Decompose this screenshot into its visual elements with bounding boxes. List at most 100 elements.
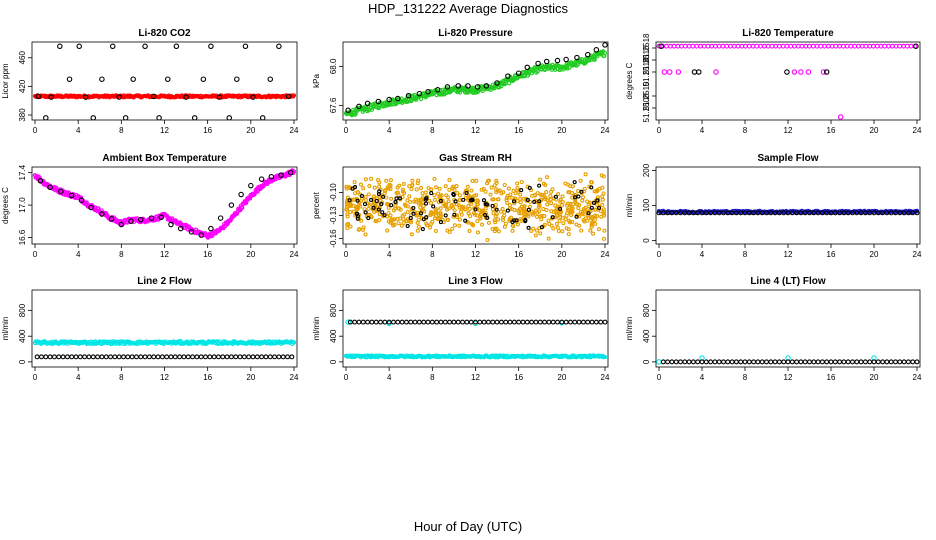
data-point — [177, 354, 183, 360]
data-point — [485, 215, 490, 220]
data-point — [82, 354, 88, 360]
data-point — [359, 193, 364, 199]
data-point — [516, 319, 522, 325]
data-point — [369, 319, 375, 325]
data-point — [472, 320, 479, 327]
data-point — [438, 206, 443, 211]
data-point — [537, 199, 542, 204]
data-point — [276, 354, 282, 360]
data-point — [432, 197, 437, 202]
data-point — [554, 57, 561, 64]
data-point — [396, 206, 402, 211]
y-tick-label: 0 — [642, 238, 651, 243]
data-point — [363, 197, 369, 203]
data-point — [383, 189, 388, 194]
data-point — [148, 215, 155, 221]
data-point — [580, 319, 586, 325]
data-point — [500, 217, 505, 223]
data-point — [432, 176, 437, 181]
data-point — [129, 354, 135, 360]
data-point — [507, 319, 513, 325]
chart-panel-8: Line 4 (LT) Flow ml/min 0 4 8 12 16 20 24 0 400 800 — [625, 276, 922, 382]
data-point — [556, 192, 561, 197]
data-point — [505, 200, 510, 205]
x-tick-label: 4 — [387, 126, 392, 135]
data-point — [99, 354, 105, 360]
data-point — [511, 319, 517, 325]
data-point — [554, 221, 559, 226]
data-point — [483, 202, 488, 207]
data-point — [589, 180, 594, 185]
plot-frame — [655, 41, 921, 121]
data-point — [807, 359, 812, 365]
data-point — [791, 69, 798, 75]
data-point — [897, 359, 903, 365]
data-point — [400, 213, 405, 219]
data-point — [534, 228, 540, 233]
data-point — [531, 226, 536, 231]
x-tick-label: 0 — [33, 126, 38, 135]
data-point — [345, 319, 351, 325]
data-point — [549, 189, 554, 194]
x-tick-label: 16 — [203, 250, 212, 259]
data-point — [832, 359, 838, 365]
y-tick-label: 68.0 — [329, 58, 338, 74]
data-point — [547, 221, 552, 227]
data-point — [411, 211, 416, 216]
data-point — [499, 191, 504, 196]
data-point — [396, 221, 401, 226]
data-point — [47, 184, 53, 191]
data-point — [560, 194, 565, 199]
data-point — [351, 197, 356, 202]
data-point — [824, 359, 830, 365]
data-point — [432, 193, 437, 198]
data-point — [546, 319, 552, 325]
data-point — [508, 206, 513, 211]
data-point — [389, 196, 394, 201]
y-tick-label: 67.6 — [329, 97, 338, 113]
data-point — [466, 220, 471, 225]
x-tick-label: 4 — [76, 250, 81, 259]
data-point — [369, 215, 374, 220]
data-point — [845, 359, 851, 365]
data-point — [224, 354, 230, 360]
data-point — [463, 207, 468, 212]
data-point — [183, 94, 189, 100]
data-point — [396, 193, 401, 198]
data-point — [537, 183, 542, 188]
data-point — [589, 224, 594, 229]
data-point — [246, 354, 252, 360]
data-point — [823, 69, 830, 75]
data-point — [380, 210, 385, 215]
data-point — [410, 178, 415, 183]
data-point — [521, 205, 527, 210]
data-point — [593, 207, 598, 212]
data-point — [590, 231, 596, 236]
data-point — [447, 229, 452, 235]
x-tick-label: 0 — [344, 126, 349, 135]
data-point — [583, 172, 588, 177]
data-point — [502, 213, 507, 218]
data-point — [565, 207, 570, 212]
data-point — [546, 236, 551, 241]
data-point — [88, 204, 94, 211]
data-point — [376, 207, 381, 212]
data-point — [203, 354, 208, 360]
data-point — [438, 319, 444, 325]
data-point — [233, 354, 239, 360]
data-point — [258, 176, 265, 182]
data-point — [51, 354, 57, 360]
panel-ylabel: Licor ppm — [1, 63, 10, 98]
data-point — [349, 197, 354, 202]
data-point — [592, 57, 597, 62]
data-point — [521, 196, 527, 201]
data-point — [386, 320, 392, 327]
data-point — [445, 217, 450, 222]
data-point — [703, 359, 709, 365]
x-tick-label: 12 — [784, 126, 793, 135]
data-point — [675, 69, 682, 75]
data-point — [875, 359, 881, 365]
x-tick-label: 0 — [33, 373, 38, 382]
plot-area — [656, 43, 919, 120]
data-point — [208, 225, 214, 232]
